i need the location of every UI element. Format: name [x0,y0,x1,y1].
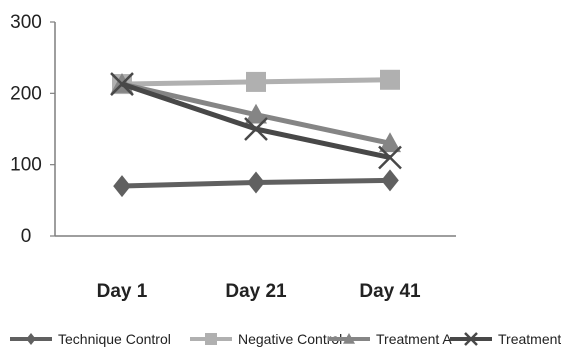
x-stroke [464,332,478,346]
data-point-square [380,69,400,90]
data-point-square [205,333,217,345]
data-point-x [464,332,478,346]
data-point-x [244,117,268,141]
x-tick-label: Day 41 [359,281,421,302]
x-tick-label: Day 21 [225,281,287,302]
legend-label: Treatment A [376,331,452,347]
x-stroke [244,117,268,141]
y-tick-label: 100 [10,155,42,176]
legend-label: Treatment B [498,331,561,347]
legend-item: Technique Control [10,331,171,347]
y-tick-label: 200 [10,83,42,104]
data-point-square [246,71,266,92]
legend: Technique Control Negative Control Treatme… [10,331,561,347]
series-layer [110,69,402,198]
legend-label: Negative Control [238,331,342,347]
x-tick-label: Day 1 [97,281,148,302]
data-point-diamond [247,171,265,194]
x-stroke [110,72,134,96]
data-point-x [110,72,134,96]
legend-item: Negative Control [190,331,342,347]
y-tick-label: 0 [21,226,32,247]
data-point-diamond [26,333,36,345]
series-treatment-b [110,72,402,170]
series-negative-control [112,69,400,95]
series-technique-control [113,169,399,198]
legend-item: Treatment B [450,331,561,347]
legend-item: Treatment A [328,331,452,347]
data-point-triangle [379,132,401,153]
x-stroke [378,145,402,170]
data-point-x [378,145,402,170]
chart-axes: 0 100 200 300 Day 1 Day 21 Day 41 [10,12,456,302]
y-tick-label: 300 [10,12,42,33]
data-point-triangle [245,103,267,124]
legend-label: Technique Control [58,331,171,347]
data-point-diamond [113,175,131,198]
data-point-triangle [343,333,355,344]
data-point-diamond [381,169,399,192]
